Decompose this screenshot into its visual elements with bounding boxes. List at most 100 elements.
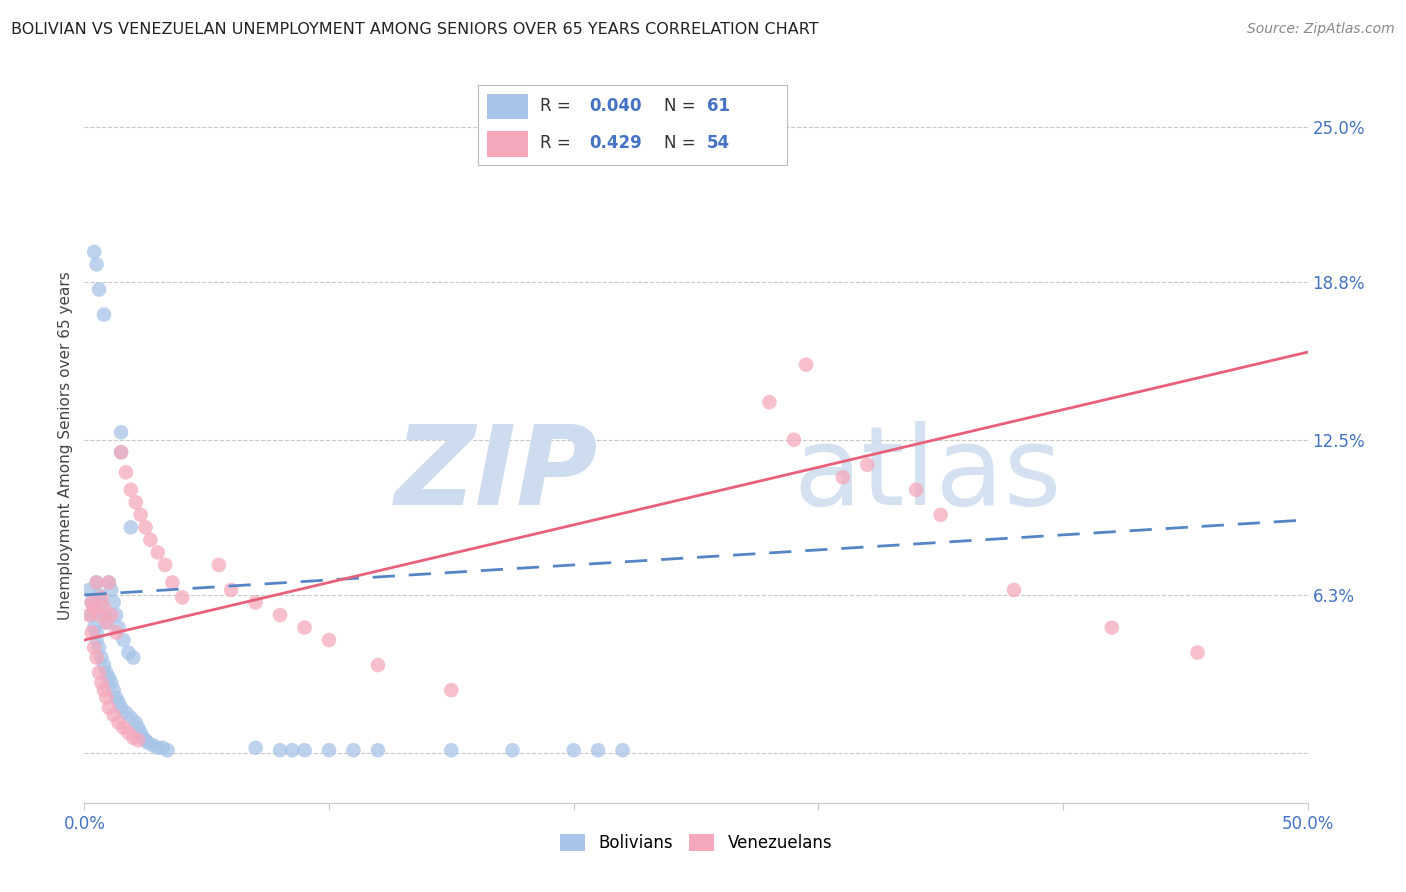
Point (1187, 646, 1209, 660)
Point (269, 743, 291, 757)
Point (245, 595, 267, 609)
Point (80, 625, 103, 640)
Point (100, 675, 122, 690)
Point (97, 575, 120, 590)
Point (905, 483, 928, 497)
Point (90, 591, 112, 605)
FancyBboxPatch shape (488, 94, 527, 120)
Point (125, 495, 148, 509)
Point (96, 690, 118, 705)
Point (502, 743, 524, 757)
Point (97, 671, 120, 685)
Point (100, 607, 122, 622)
Point (1002, 582, 1025, 597)
Point (103, 708, 125, 723)
Point (146, 545, 169, 559)
Point (93, 683, 115, 698)
Point (86, 257, 108, 271)
Point (136, 736, 159, 750)
Point (122, 650, 145, 665)
Point (93, 658, 115, 673)
Point (153, 558, 176, 572)
Text: 0.040: 0.040 (589, 97, 643, 115)
Point (87, 607, 110, 622)
Point (342, 743, 364, 757)
Point (794, 358, 817, 372)
Point (93, 308, 115, 322)
Point (115, 465, 138, 479)
Point (132, 731, 155, 745)
Point (107, 696, 129, 710)
Point (612, 743, 634, 757)
Point (105, 625, 128, 640)
Point (83, 600, 105, 615)
Point (86, 633, 108, 648)
Point (107, 715, 129, 730)
Point (105, 607, 128, 622)
Point (146, 740, 169, 755)
Point (120, 711, 142, 725)
Point (77, 582, 100, 597)
Point (125, 715, 148, 730)
Point (783, 433, 806, 447)
Point (142, 738, 165, 752)
Point (86, 650, 108, 665)
Point (127, 721, 149, 735)
Point (87, 665, 110, 680)
Text: 0.429: 0.429 (589, 135, 643, 153)
Point (87, 640, 110, 655)
Point (135, 733, 157, 747)
FancyBboxPatch shape (488, 131, 527, 157)
Point (103, 595, 125, 609)
Point (80, 607, 103, 622)
Point (117, 725, 139, 739)
Point (80, 595, 103, 609)
Point (97, 575, 120, 590)
Text: Source: ZipAtlas.com: Source: ZipAtlas.com (1247, 22, 1395, 37)
Point (586, 743, 609, 757)
Point (87, 283, 110, 297)
Point (96, 615, 118, 630)
Point (110, 425, 132, 440)
Point (245, 740, 267, 755)
Point (100, 582, 122, 597)
Text: N =: N = (664, 135, 700, 153)
Point (318, 633, 340, 648)
Point (120, 483, 142, 497)
Point (90, 650, 112, 665)
Point (127, 733, 149, 747)
Point (219, 582, 242, 597)
Point (103, 683, 125, 698)
Point (93, 600, 115, 615)
Point (269, 607, 291, 622)
Point (96, 615, 118, 630)
Y-axis label: Unemployment Among Seniors over 65 years: Unemployment Among Seniors over 65 years (58, 272, 73, 620)
Point (294, 621, 316, 635)
Point (156, 743, 179, 757)
Point (110, 700, 132, 714)
Point (318, 743, 340, 757)
Point (129, 725, 152, 739)
Point (80, 595, 103, 609)
Point (831, 470, 853, 484)
Text: BOLIVIAN VS VENEZUELAN UNEMPLOYMENT AMONG SENIORS OVER 65 YEARS CORRELATION CHAR: BOLIVIAN VS VENEZUELAN UNEMPLOYMENT AMON… (11, 22, 818, 37)
Point (83, 621, 105, 635)
Point (1101, 621, 1123, 635)
Point (110, 445, 132, 459)
Point (93, 607, 115, 622)
Point (77, 607, 100, 622)
Point (172, 591, 194, 605)
Point (152, 740, 174, 755)
Text: 54: 54 (707, 135, 730, 153)
Point (86, 625, 108, 640)
Point (440, 683, 463, 698)
Point (367, 743, 389, 757)
Point (208, 558, 231, 572)
Point (105, 690, 128, 705)
Point (86, 575, 108, 590)
Text: R =: R = (540, 135, 576, 153)
Point (129, 508, 152, 522)
Text: atlas: atlas (794, 421, 1063, 528)
Point (120, 520, 142, 534)
Point (83, 600, 105, 615)
